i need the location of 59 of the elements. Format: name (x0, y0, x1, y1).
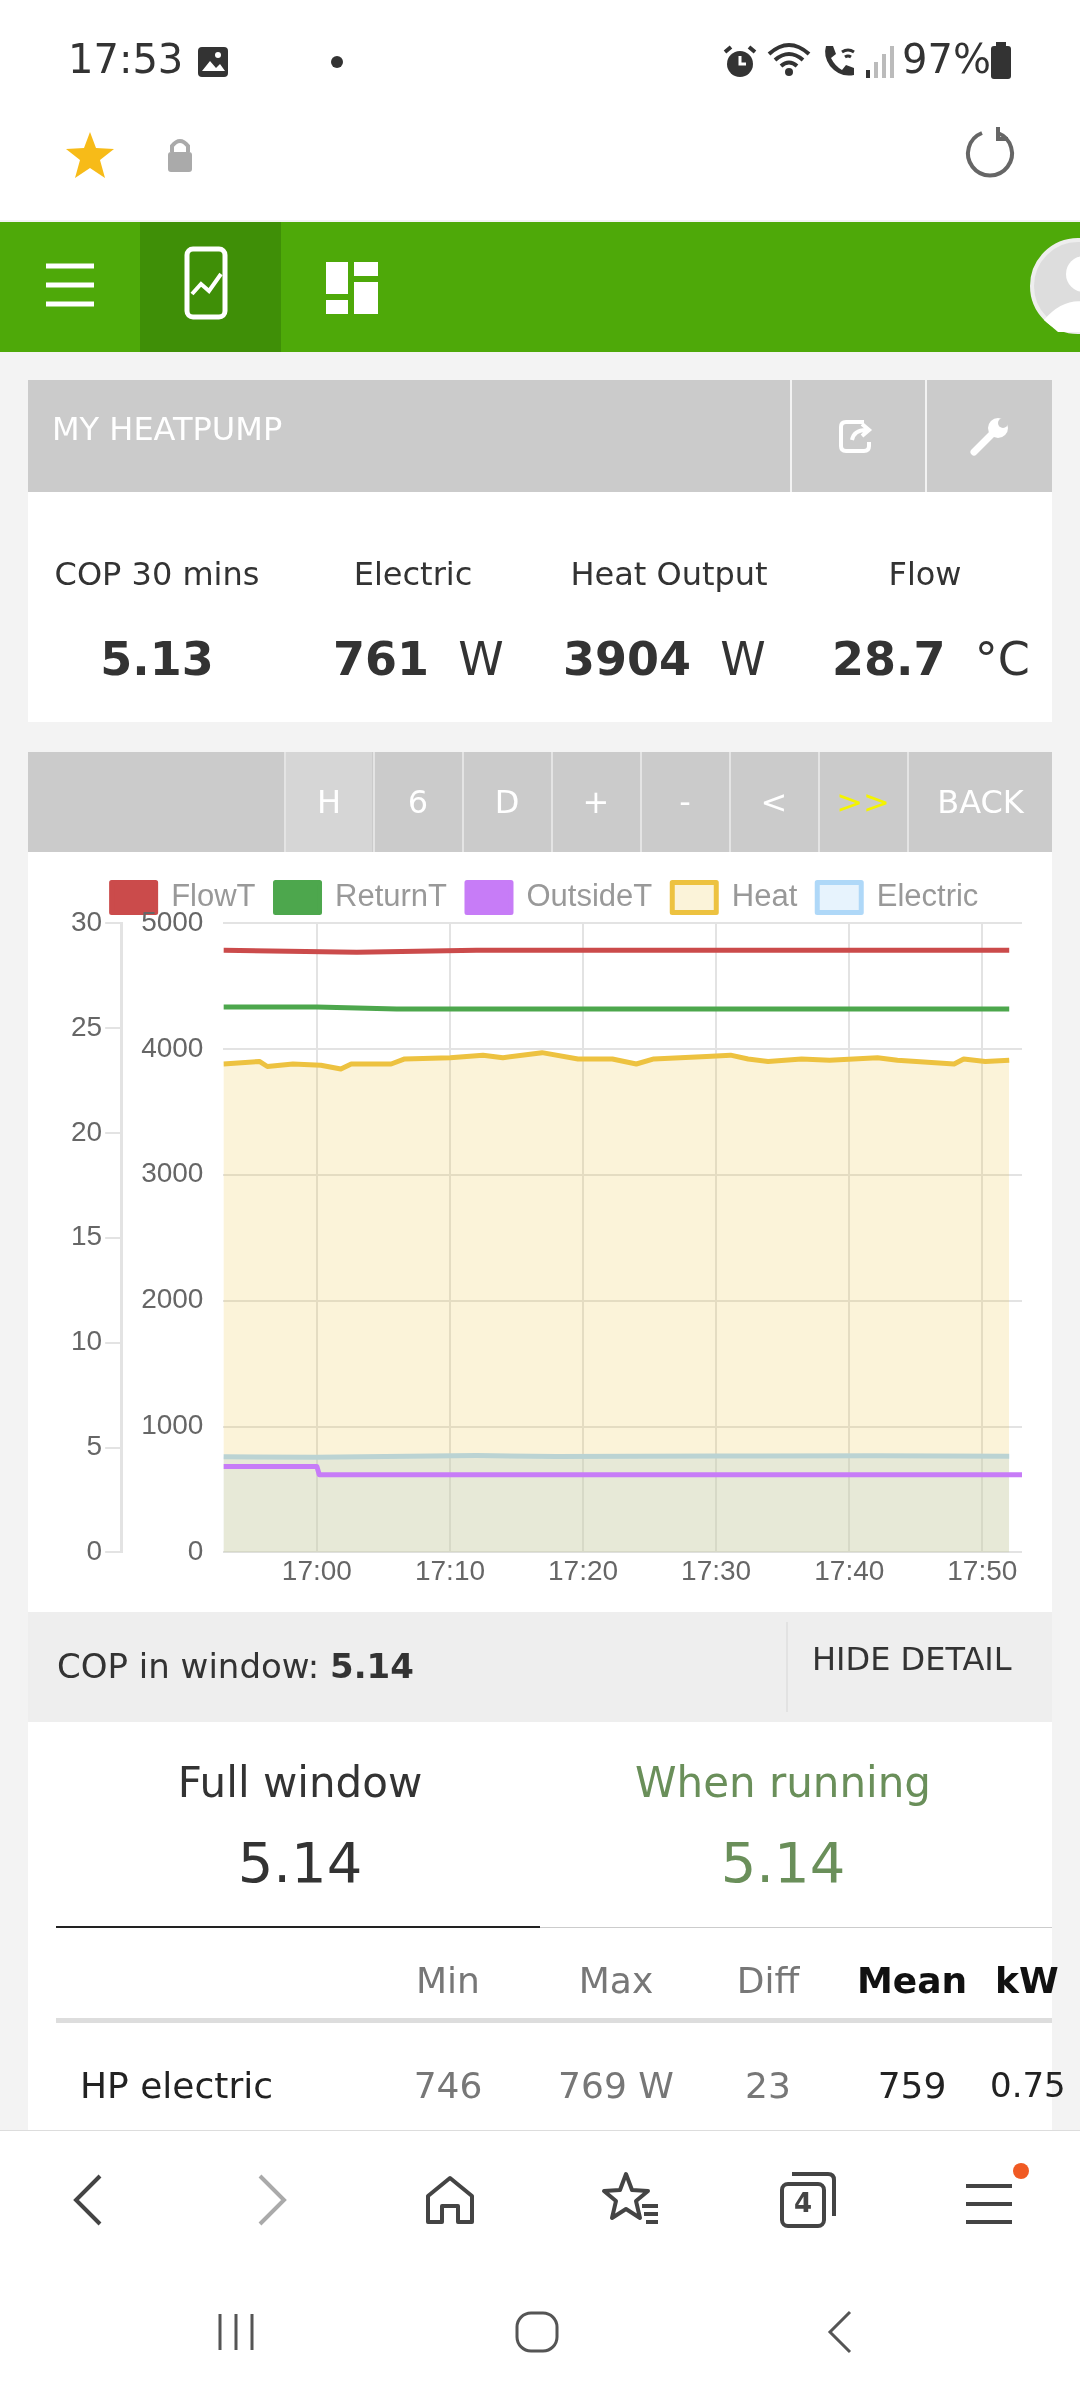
text: When running (634, 1758, 932, 1807)
x-tick-label: 17:10 (414, 1554, 486, 1586)
x-tick-label: 17:30 (681, 1554, 752, 1586)
text: 746 (413, 2065, 483, 2106)
text: W (720, 632, 766, 686)
y-tick-label: 5 (86, 1430, 103, 1462)
text: Electric (353, 555, 473, 593)
y-tick-label: 20 (70, 1115, 103, 1147)
text: 17:53 (68, 36, 184, 82)
y-tick-label: 0 (86, 1535, 103, 1567)
y2-tick-label: 2000 (141, 1283, 204, 1315)
text: Min (416, 1960, 480, 2001)
text: >> (818, 752, 906, 852)
text: + (551, 752, 639, 852)
y-tick-label: 15 (70, 1220, 103, 1252)
y2-tick-label: 3000 (141, 1157, 204, 1189)
text: 28.7 (832, 632, 946, 686)
text: Mean (856, 1960, 968, 2001)
text: COP in window: (57, 1646, 321, 1686)
text: Diff (736, 1960, 800, 2001)
text: 5.13 (100, 632, 214, 686)
text: Max (578, 1960, 654, 2001)
text: COP 30 mins (54, 555, 260, 593)
text: Full window (177, 1758, 423, 1807)
text: 769 W (558, 2065, 674, 2106)
y-tick-label: 30 (70, 905, 103, 937)
text: 5.14 (330, 1646, 414, 1686)
text: 23 (745, 2065, 791, 2106)
text: Flow (888, 555, 962, 593)
legend-label: Electric (876, 878, 979, 914)
y-tick-label: 10 (70, 1325, 103, 1357)
text: HIDE DETAIL (812, 1640, 1012, 1678)
text: 0.75 (990, 2065, 1066, 2105)
y2-tick-label: 0 (187, 1535, 204, 1567)
text: 759 (877, 2065, 947, 2106)
y2-tick-label: 4000 (141, 1031, 204, 1063)
text: HP electric (80, 2065, 274, 2106)
y2-tick-label: 5000 (141, 905, 204, 937)
text: 97% (902, 36, 991, 82)
legend-label: Heat (731, 878, 798, 914)
text: Heat Output (570, 555, 768, 593)
legend-label: OutsideT (526, 878, 653, 914)
text: W (458, 632, 504, 686)
y-tick-label: 25 (70, 1010, 103, 1042)
text: 4 (793, 2188, 813, 2218)
text: 761 (333, 632, 430, 686)
y2-tick-label: 1000 (141, 1409, 204, 1441)
text: 5.14 (237, 1830, 363, 1895)
text: 5.14 (720, 1830, 846, 1895)
text: - (640, 752, 728, 852)
text: kW (995, 1960, 1059, 2001)
text: 3904 (563, 632, 692, 686)
x-tick-label: 17:40 (814, 1554, 885, 1586)
text: °C (974, 632, 1030, 686)
text: < (729, 752, 817, 852)
legend-label: ReturnT (335, 878, 448, 914)
x-tick-label: 17:50 (947, 1554, 1018, 1586)
x-tick-label: 17:00 (281, 1554, 352, 1586)
x-tick-label: 17:20 (547, 1554, 619, 1586)
